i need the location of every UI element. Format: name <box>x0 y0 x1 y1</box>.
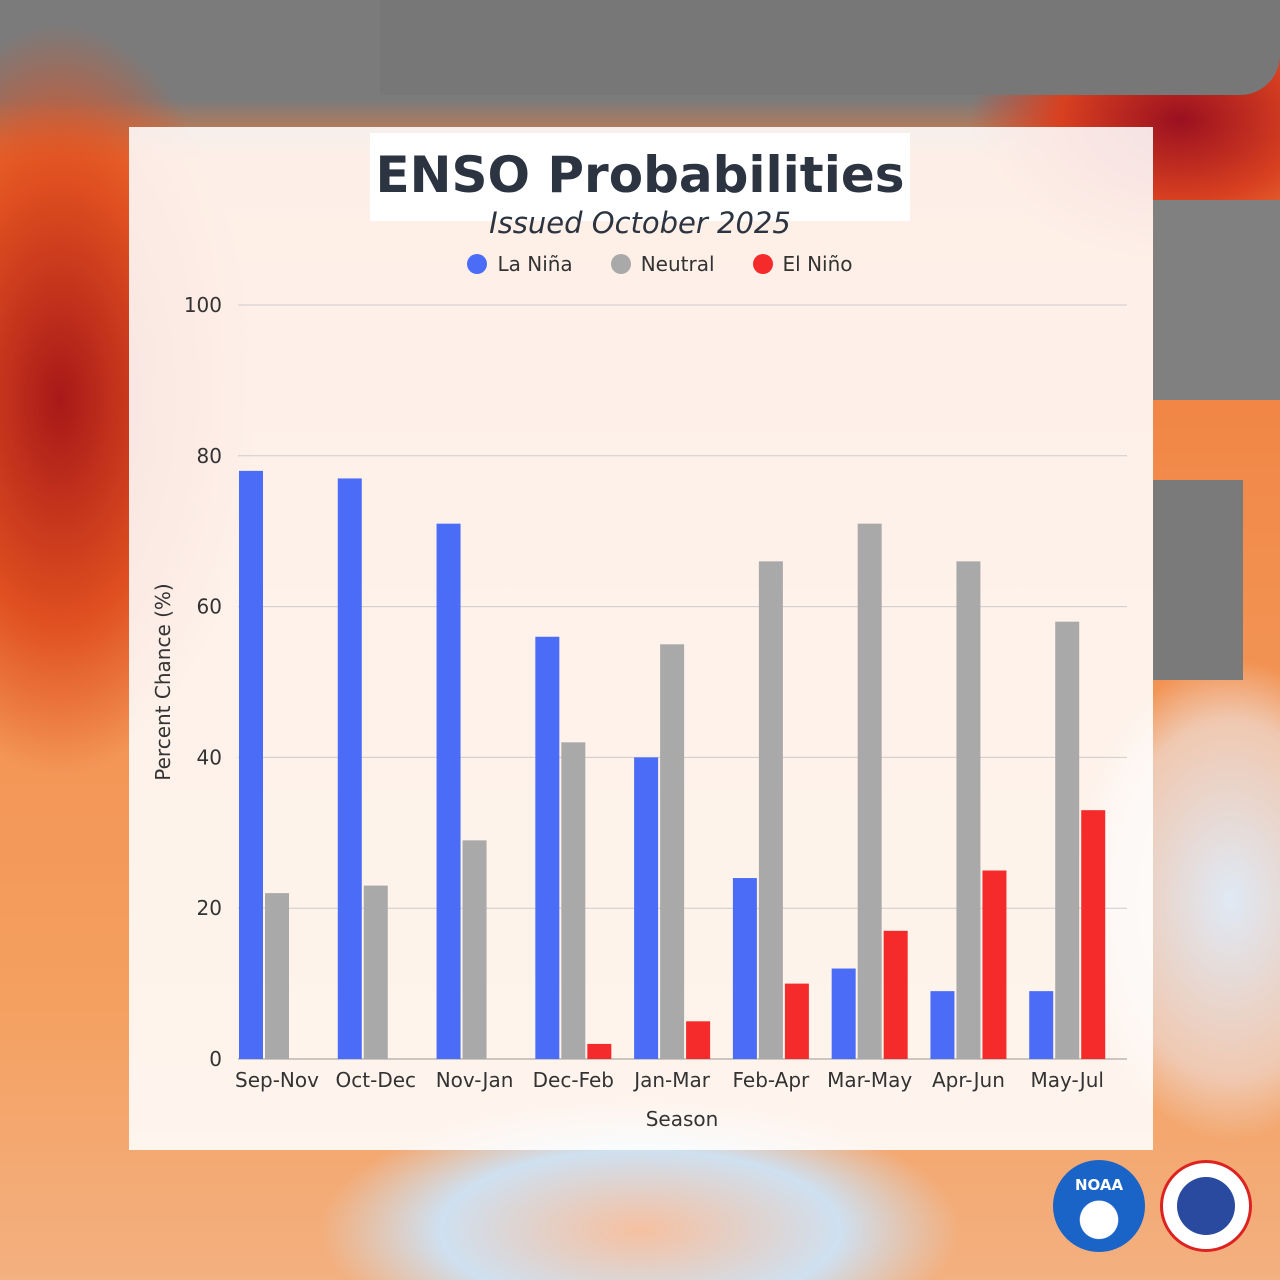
legend-label: El Niño <box>782 252 853 276</box>
bar-lania <box>337 478 362 1059</box>
x-axis-label: Season <box>646 1107 719 1131</box>
y-tick-label: 40 <box>197 745 222 769</box>
legend-item-la-nina: La Niña <box>467 252 573 276</box>
x-tick-label: Dec-Feb <box>533 1068 614 1092</box>
x-tick-label: Jan-Mar <box>632 1068 711 1092</box>
legend-swatch <box>467 254 488 274</box>
bar-neutral <box>561 742 586 1059</box>
bar-lania <box>1029 991 1054 1059</box>
y-tick-label: 20 <box>197 896 222 920</box>
map-land <box>380 0 1280 95</box>
bar-lania <box>732 878 757 1059</box>
y-tick-label: 100 <box>184 293 222 317</box>
bar-neutral <box>857 523 882 1059</box>
bar-elnio <box>1081 810 1106 1059</box>
bar-lania <box>436 523 461 1059</box>
bar-elnio <box>686 1021 711 1059</box>
legend-label: La Niña <box>497 252 573 276</box>
legend-swatch <box>752 254 773 274</box>
bar-lania <box>239 470 263 1059</box>
chart-title: ENSO Probabilities <box>375 146 905 204</box>
legend-swatch <box>610 254 631 274</box>
bar-neutral <box>660 644 685 1059</box>
bar-neutral <box>956 561 981 1059</box>
x-tick-label: Mar-May <box>827 1068 912 1092</box>
legend-item-el-nino: El Niño <box>752 252 853 276</box>
x-tick-label: May-Jul <box>1030 1068 1103 1092</box>
title-box <box>370 133 910 221</box>
x-tick-label: Apr-Jun <box>932 1068 1005 1092</box>
map-land <box>1153 480 1243 680</box>
x-tick-label: Sep-Nov <box>235 1068 319 1092</box>
y-tick-label: 60 <box>197 595 222 619</box>
x-tick-label: Feb-Apr <box>732 1068 810 1092</box>
bar-elnio <box>587 1043 612 1059</box>
bar-neutral <box>1055 621 1080 1059</box>
x-tick-label: Oct-Dec <box>336 1068 417 1092</box>
legend: La Niña Neutral El Niño <box>0 252 1280 276</box>
bar-neutral <box>758 561 783 1059</box>
chart-subtitle: Issued October 2025 <box>489 206 791 240</box>
bar-neutral <box>363 885 388 1059</box>
x-tick-label: Nov-Jan <box>436 1068 514 1092</box>
bar-elnio <box>982 870 1007 1059</box>
noaa-logo: NOAA <box>1053 1160 1145 1252</box>
map-land <box>1153 200 1280 400</box>
legend-label: Neutral <box>640 252 715 276</box>
legend-item-neutral: Neutral <box>610 252 715 276</box>
bar-lania <box>634 757 659 1059</box>
y-axis-label: Percent Chance (%) <box>151 583 175 780</box>
noaa-logo-text: NOAA <box>1074 1176 1124 1194</box>
nws-logo <box>1160 1160 1252 1252</box>
bar-elnio <box>784 983 809 1059</box>
bar-neutral <box>462 840 487 1059</box>
bar-elnio <box>883 930 908 1059</box>
bar-lania <box>831 968 856 1059</box>
bar-lania <box>535 636 560 1059</box>
bar-neutral <box>265 893 289 1059</box>
y-tick-label: 0 <box>209 1047 222 1071</box>
y-tick-label: 80 <box>197 444 222 468</box>
bar-lania <box>930 991 955 1059</box>
